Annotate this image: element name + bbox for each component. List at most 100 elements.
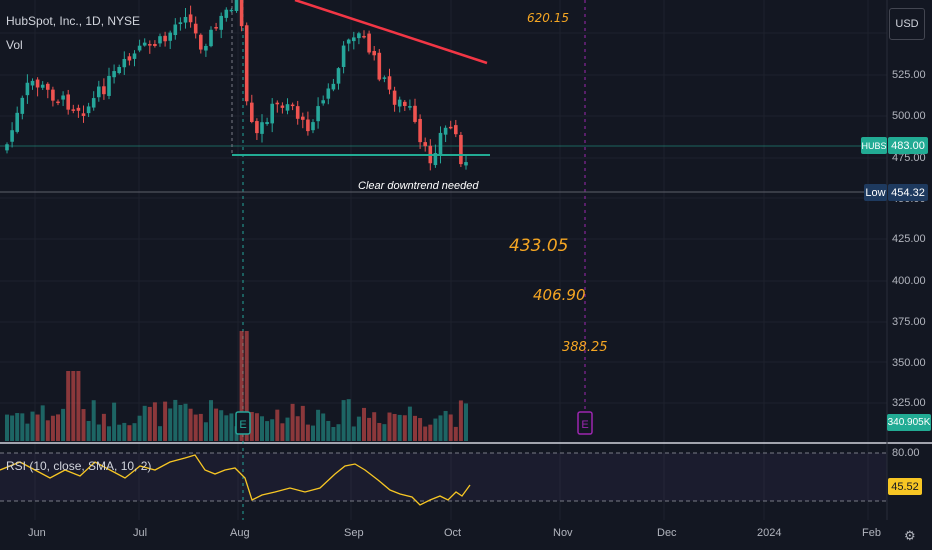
candle-body xyxy=(40,84,45,88)
target-label: 433.05 xyxy=(509,236,569,256)
candle-body xyxy=(224,9,229,18)
volume-bar xyxy=(372,412,377,441)
candle-body xyxy=(117,67,121,74)
currency-button[interactable]: USD xyxy=(889,8,925,40)
volume-bar xyxy=(50,415,55,441)
candle-body xyxy=(423,142,427,147)
candle-body xyxy=(25,82,30,96)
candle-body xyxy=(199,34,203,50)
candle-body xyxy=(392,90,397,105)
candle-body xyxy=(81,113,86,116)
last-price-tag: 483.00 xyxy=(888,137,928,154)
time-axis-label: Sep xyxy=(344,527,364,539)
candle-body xyxy=(214,27,218,29)
candle-body xyxy=(464,162,468,166)
candle-body xyxy=(367,33,371,53)
volume-bar xyxy=(346,399,351,441)
volume-bar xyxy=(418,418,423,441)
target-label: 406.90 xyxy=(533,286,586,304)
volume-bar xyxy=(224,415,229,441)
volume-bar xyxy=(295,416,300,441)
downtrend-line[interactable] xyxy=(294,0,488,65)
gear-icon[interactable]: ⚙ xyxy=(904,528,916,543)
candle-body xyxy=(290,104,295,107)
candle-body xyxy=(357,33,361,39)
candle-body xyxy=(280,105,285,108)
volume-bar xyxy=(152,402,157,441)
volume-bar xyxy=(132,423,137,441)
volume-bar xyxy=(392,413,397,441)
volume-bar xyxy=(280,423,285,441)
candle-body xyxy=(10,130,14,142)
volume-bar xyxy=(61,408,66,441)
volume-bar xyxy=(76,371,81,441)
volume-bar xyxy=(142,405,147,441)
volume-bar xyxy=(367,417,372,441)
candle-body xyxy=(219,15,223,30)
candle-body xyxy=(46,83,50,90)
earnings-marker-past[interactable]: E xyxy=(235,411,251,435)
rsi-indicator-label[interactable]: RSI (10, close, SMA, 10, 2) xyxy=(6,459,152,473)
earnings-marker-future[interactable]: E xyxy=(577,411,593,435)
candle-body xyxy=(403,101,407,106)
volume-bar xyxy=(91,400,96,441)
candle-body xyxy=(20,97,25,114)
volume-bar xyxy=(137,415,142,441)
volume-bar xyxy=(397,414,402,441)
volume-bar xyxy=(112,402,117,441)
volume-bar xyxy=(229,413,234,441)
volume-bar xyxy=(423,426,428,441)
volume-bar xyxy=(402,415,407,441)
candle-body xyxy=(193,23,198,34)
volume-bar xyxy=(438,415,443,441)
volume-bar xyxy=(168,408,173,441)
candle-body xyxy=(97,86,101,98)
volume-bar xyxy=(81,409,86,441)
volume-bar xyxy=(183,403,188,441)
time-axis-label: 2024 xyxy=(757,527,782,539)
volume-bar xyxy=(10,415,15,441)
candle-body xyxy=(377,52,382,80)
candle-body xyxy=(336,68,341,84)
candle-body xyxy=(30,80,35,86)
volume-bar xyxy=(464,403,468,441)
candle-body xyxy=(35,79,40,88)
rsi-line xyxy=(0,454,471,506)
candle-body xyxy=(387,76,392,90)
candle-body xyxy=(76,107,81,111)
price-axis-label: 375.00 xyxy=(892,316,926,328)
volume-bar xyxy=(122,422,127,441)
volume-bar xyxy=(336,424,341,441)
volume-bar xyxy=(387,412,392,441)
volume-bar xyxy=(407,406,412,441)
volume-bar xyxy=(188,408,193,441)
volume-bar xyxy=(173,399,178,441)
candle-body xyxy=(341,45,346,67)
price-axis-label: 525.00 xyxy=(892,69,926,81)
candle-body xyxy=(362,35,366,38)
candle-body xyxy=(56,101,60,104)
volume-bar xyxy=(341,400,346,441)
candle-body xyxy=(443,127,448,135)
candle-body xyxy=(183,16,188,23)
volume-bar xyxy=(219,410,224,441)
volume-bar xyxy=(305,424,310,441)
volume-bar xyxy=(25,423,30,441)
candle-body xyxy=(209,29,213,47)
candle-body xyxy=(326,88,331,99)
candle-body xyxy=(127,56,132,61)
volume-bar xyxy=(15,413,20,441)
price-axis-label: 425.00 xyxy=(892,233,926,245)
volume-bar xyxy=(214,408,219,441)
candle-body xyxy=(301,116,305,120)
candle-body xyxy=(372,51,376,56)
volume-bars xyxy=(5,331,468,441)
price-axis-label: 475.00 xyxy=(892,152,926,164)
symbol-tag: HUBS xyxy=(861,137,887,154)
volume-bar xyxy=(265,421,270,441)
earnings-marker-future-label: E xyxy=(581,419,588,431)
price-axis-label: 350.00 xyxy=(892,357,926,369)
volume-bar xyxy=(356,416,361,441)
candle-body xyxy=(102,86,106,95)
